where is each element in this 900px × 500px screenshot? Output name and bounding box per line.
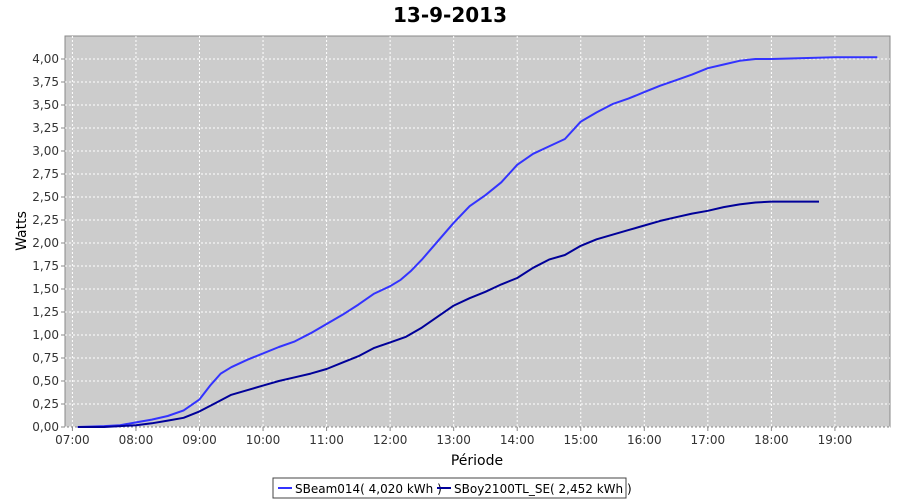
y-tick-label: 1,75 [32, 259, 59, 273]
grid-lines [65, 36, 890, 428]
series-line-0 [77, 56, 878, 428]
x-tick-label: 15:00 [563, 433, 598, 447]
y-tick-label: 3,75 [32, 75, 59, 89]
legend: SBeam014( 4,020 kWh ) SBoy2100TL_SE( 2,45… [272, 477, 632, 499]
x-axis-ticks: 07:00 08:00 09:00 10:00 11:00 12:00 13:00 14:00… [55, 427, 852, 447]
y-tick-label: 3,50 [32, 98, 59, 112]
y-tick-label: 2,50 [32, 190, 59, 204]
x-tick-label: 11:00 [309, 433, 344, 447]
x-tick-label: 12:00 [373, 433, 408, 447]
x-tick-label: 09:00 [182, 433, 217, 447]
y-tick-label: 1,25 [32, 305, 59, 319]
legend-entry-1: SBoy2100TL_SE( 2,452 kWh ) [454, 482, 632, 496]
x-tick-label: 14:00 [500, 433, 535, 447]
y-tick-label: 3,25 [32, 121, 59, 135]
y-tick-label: 1,50 [32, 282, 59, 296]
x-tick-label: 08:00 [119, 433, 154, 447]
y-tick-label: 2,75 [32, 167, 59, 181]
series-lines [77, 56, 878, 428]
y-tick-label: 0,25 [32, 397, 59, 411]
y-tick-label: 2,25 [32, 213, 59, 227]
x-axis-label: Période [451, 453, 503, 469]
y-tick-label: 2,00 [32, 236, 59, 250]
plot-area [64, 35, 891, 428]
y-tick-label: 0,50 [32, 374, 59, 388]
y-tick-label: 0,75 [32, 351, 59, 365]
x-tick-label: 16:00 [627, 433, 662, 447]
y-axis-label: Watts [14, 211, 30, 251]
y-tick-label: 4,00 [32, 52, 59, 66]
x-tick-label: 19:00 [818, 433, 853, 447]
x-tick-label: 17:00 [691, 433, 726, 447]
legend-entry-0: SBeam014( 4,020 kWh ) [295, 482, 442, 496]
x-tick-label: 07:00 [55, 433, 90, 447]
y-axis-ticks: 0,00 0,25 0,50 0,75 1,00 1,25 1,50 1,75 2,00 2,25… [32, 52, 65, 434]
series-line-1 [77, 200, 819, 428]
y-tick-label: 1,00 [32, 328, 59, 342]
y-tick-label: 0,00 [32, 420, 59, 434]
x-tick-label: 18:00 [754, 433, 789, 447]
y-tick-label: 3,00 [32, 144, 59, 158]
x-tick-label: 10:00 [246, 433, 281, 447]
chart-title: 13-9-2013 [393, 3, 507, 27]
x-tick-label: 13:00 [436, 433, 471, 447]
